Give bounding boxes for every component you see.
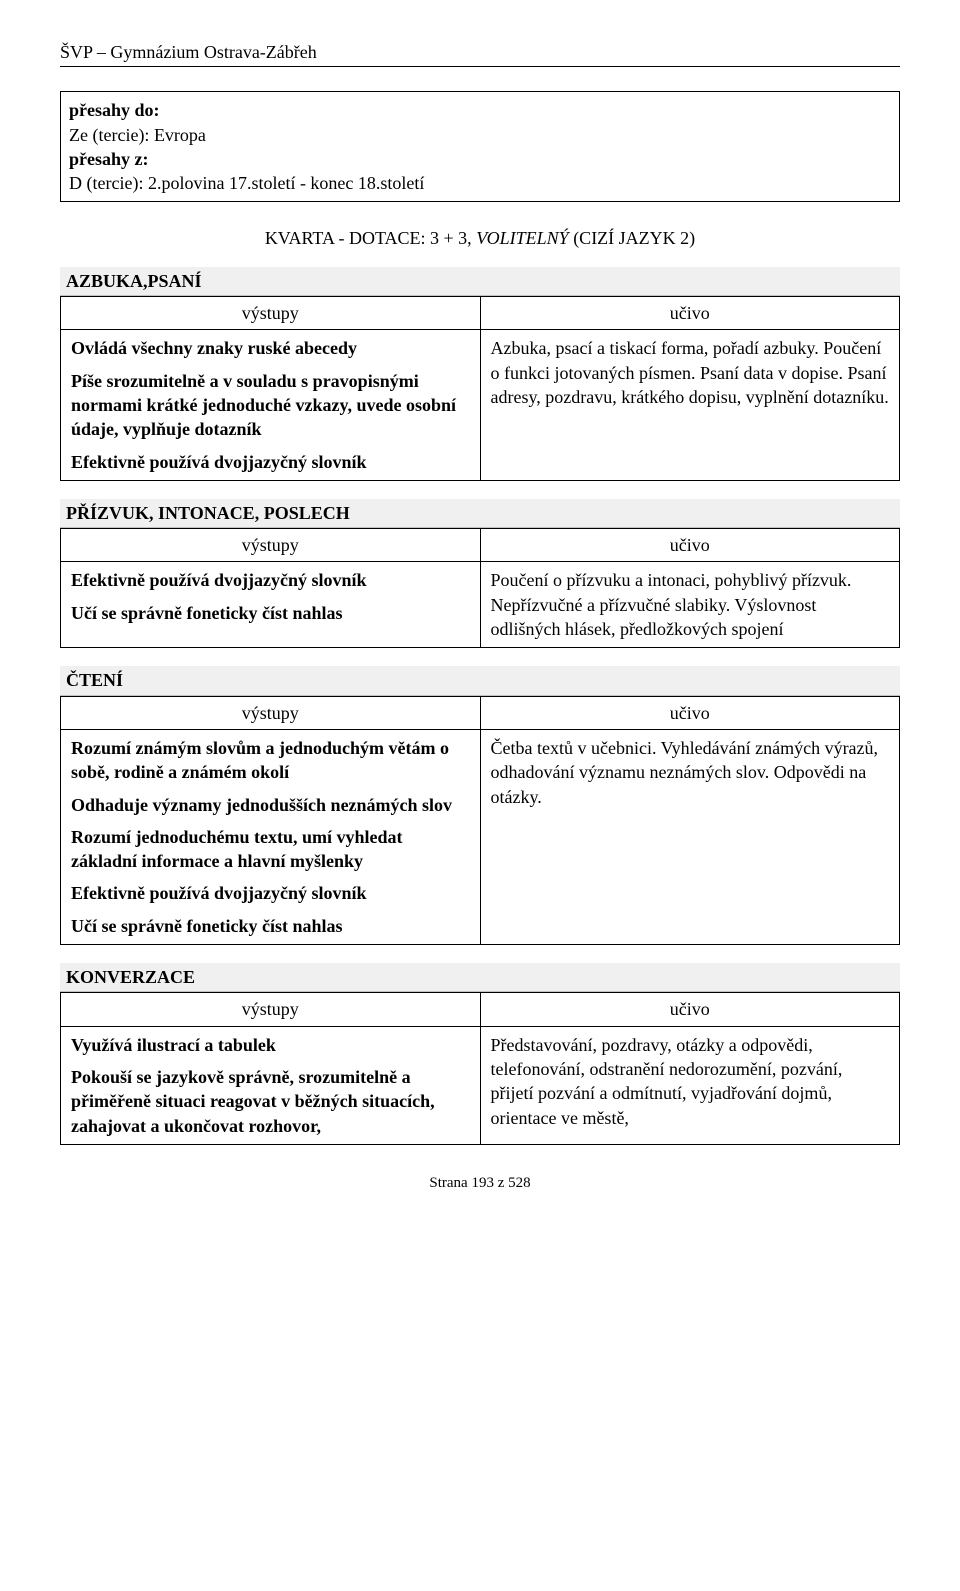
list-item: Efektivně používá dvojjazyčný slovník: [71, 568, 470, 592]
section-title: AZBUKA,PSANÍ: [60, 267, 900, 296]
dotace-italic: VOLITELNÝ: [476, 228, 569, 248]
section-title: KONVERZACE: [60, 963, 900, 992]
presahy-box: přesahy do: Ze (tercie): Evropa přesahy …: [60, 91, 900, 202]
presahy-z-label: přesahy z:: [69, 147, 891, 171]
dotace-pre: KVARTA - DOTACE:: [265, 228, 426, 248]
dotace-heading: KVARTA - DOTACE: 3 + 3, VOLITELNÝ (CIZÍ …: [60, 226, 900, 250]
presahy-do-value: Ze (tercie): Evropa: [69, 123, 891, 147]
presahy-z-value: D (tercie): 2.polovina 17.století - kone…: [69, 171, 891, 195]
col-vystupy: výstupy: [61, 696, 481, 729]
list-item: Azbuka, psací a tiskací forma, pořadí az…: [491, 336, 890, 409]
list-item: Učí se správně foneticky číst nahlas: [71, 601, 470, 625]
vystupy-cell: Využívá ilustrací a tabulek Pokouší se ja…: [61, 1026, 481, 1144]
ucivo-cell: Četba textů v učebnici. Vyhledávání znám…: [480, 729, 900, 944]
list-item: Rozumí známým slovům a jednoduchým větám…: [71, 736, 470, 785]
vystupy-cell: Efektivně používá dvojjazyčný slovník Učí…: [61, 562, 481, 648]
vystupy-ucivo-table: výstupyučivo Rozumí známým slovům a jedno…: [60, 696, 900, 945]
list-item: Učí se správně foneticky číst nahlas: [71, 914, 470, 938]
col-vystupy: výstupy: [61, 993, 481, 1026]
list-item: Efektivně používá dvojjazyčný slovník: [71, 450, 470, 474]
section-title: PŘÍZVUK, INTONACE, POSLECH: [60, 499, 900, 528]
col-ucivo: učivo: [480, 993, 900, 1026]
vystupy-cell: Rozumí známým slovům a jednoduchým větám…: [61, 729, 481, 944]
col-ucivo: učivo: [480, 297, 900, 330]
col-ucivo: učivo: [480, 696, 900, 729]
ucivo-cell: Představování, pozdravy, otázky a odpově…: [480, 1026, 900, 1144]
list-item: Četba textů v učebnici. Vyhledávání znám…: [491, 736, 890, 809]
vystupy-cell: Ovládá všechny znaky ruské abecedy Píše s…: [61, 330, 481, 480]
page-header: ŠVP – Gymnázium Ostrava-Zábřeh: [60, 40, 900, 67]
list-item: Efektivně používá dvojjazyčný slovník: [71, 881, 470, 905]
presahy-do-label: přesahy do:: [69, 98, 891, 122]
col-ucivo: učivo: [480, 529, 900, 562]
ucivo-cell: Azbuka, psací a tiskací forma, pořadí az…: [480, 330, 900, 480]
list-item: Rozumí jednoduchému textu, umí vyhledat …: [71, 825, 470, 874]
page-footer: Strana 193 z 528: [60, 1173, 900, 1193]
dotace-post: (CIZÍ JAZYK 2): [569, 228, 695, 248]
section-title: ČTENÍ: [60, 666, 900, 695]
list-item: Představování, pozdravy, otázky a odpově…: [491, 1033, 890, 1130]
ucivo-cell: Poučení o přízvuku a intonaci, pohyblivý…: [480, 562, 900, 648]
col-vystupy: výstupy: [61, 529, 481, 562]
vystupy-ucivo-table: výstupyučivo Využívá ilustrací a tabulek P…: [60, 992, 900, 1144]
list-item: Píše srozumitelně a v souladu s pravopis…: [71, 369, 470, 442]
list-item: Pokouší se jazykově správně, srozumiteln…: [71, 1065, 470, 1138]
col-vystupy: výstupy: [61, 297, 481, 330]
list-item: Poučení o přízvuku a intonaci, pohyblivý…: [491, 568, 890, 641]
list-item: Odhaduje významy jednodušších neznámých …: [71, 793, 470, 817]
vystupy-ucivo-table: výstupyučivoEfektivně používá dvojjazyčn…: [60, 528, 900, 648]
vystupy-ucivo-table: výstupyučivoOvládá všechny znaky ruské a…: [60, 296, 900, 481]
list-item: Využívá ilustrací a tabulek: [71, 1033, 470, 1057]
dotace-mid: 3 + 3,: [426, 228, 477, 248]
list-item: Ovládá všechny znaky ruské abecedy: [71, 336, 470, 360]
